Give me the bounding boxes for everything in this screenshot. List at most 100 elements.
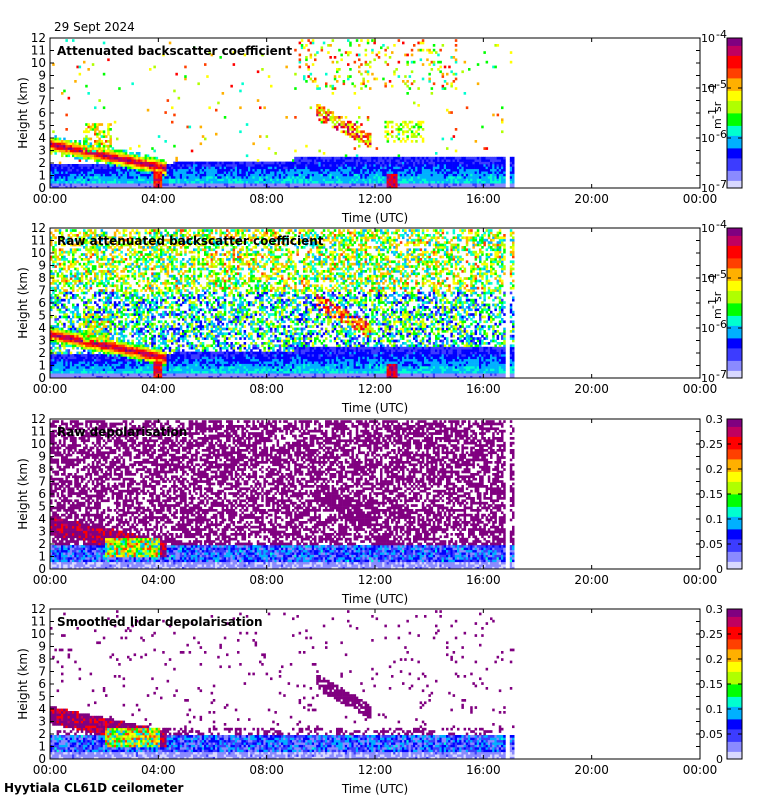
colorbar-tick-label: 0.05 [699, 728, 724, 741]
x-tick-label: 20:00 [574, 382, 609, 396]
y-tick-label: 3 [38, 334, 46, 348]
y-tick-label: 7 [38, 94, 46, 108]
x-tick-label: 20:00 [574, 763, 609, 777]
colorbar-tick-label: 0.15 [699, 488, 724, 501]
colorbar-3: 0.30.250.20.150.10.050 [699, 413, 743, 576]
x-tick-label: 16:00 [466, 763, 501, 777]
y-tick-label: 5 [38, 119, 46, 133]
colorbar-tick-label: 0.1 [706, 513, 724, 526]
x-tick-label: 16:00 [466, 382, 501, 396]
colorbar-tick-exponent: -7 [716, 368, 727, 381]
y-axis-label: Height (km) [16, 458, 30, 529]
x-tick-label: 12:00 [358, 763, 393, 777]
x-tick-label: 00:00 [33, 382, 68, 396]
y-tick-label: 1 [38, 169, 46, 183]
unit-exp: -1 [706, 83, 719, 94]
x-tick-label: 08:00 [249, 763, 284, 777]
colorbar-tick-label: 0.2 [706, 463, 724, 476]
y-tick-label: 11 [31, 425, 46, 439]
colorbar-tick-exponent: -7 [716, 178, 727, 191]
colorbar-tick-label: 0.3 [706, 603, 724, 616]
y-tick-label: 8 [38, 271, 46, 285]
colorbar-2: 10-410-510-610 -7m-1 sr-1 [701, 218, 742, 385]
y-tick-label: 4 [38, 131, 46, 145]
y-tick-label: 10 [31, 246, 46, 260]
x-tick-label: 16:00 [466, 192, 501, 206]
x-tick-label: 04:00 [141, 192, 176, 206]
y-tick-label: 1 [38, 740, 46, 754]
colorbar-tick-label: 0 [716, 753, 723, 766]
x-tick-label: 20:00 [574, 573, 609, 587]
colorbar-tick-exponent: -4 [716, 28, 727, 41]
y-tick-label: 12 [31, 31, 46, 45]
colorbar-tick-label: 0.15 [699, 678, 724, 691]
x-axis-label: Time (UTC) [341, 211, 408, 225]
x-tick-label: 12:00 [358, 192, 393, 206]
x-axis-label: Time (UTC) [341, 401, 408, 415]
colorbar-tick-label: 0.05 [699, 538, 724, 551]
colorbar-tick-label: 10 [701, 132, 715, 145]
y-tick-label: 2 [38, 156, 46, 170]
y-tick-label: 4 [38, 321, 46, 335]
y-tick-label: 1 [38, 359, 46, 373]
y-tick-label: 3 [38, 144, 46, 158]
x-tick-label: 04:00 [141, 382, 176, 396]
colorbar-tick-label: 0.2 [706, 653, 724, 666]
y-tick-label: 8 [38, 652, 46, 666]
x-tick-label: 16:00 [466, 573, 501, 587]
y-tick-label: 5 [38, 500, 46, 514]
y-tick-label: 2 [38, 346, 46, 360]
y-tick-label: 7 [38, 475, 46, 489]
y-axis-label: Height (km) [16, 648, 30, 719]
y-axis-label: Height (km) [16, 77, 30, 148]
colorbar-tick-label: 0.25 [699, 628, 724, 641]
y-tick-label: 10 [31, 437, 46, 451]
panel-title: Smoothed lidar depolarisation [57, 615, 263, 629]
y-tick-label: 7 [38, 284, 46, 298]
colorbar-tick-label: 10 [701, 182, 715, 195]
colorbar-tick-label: 10 [701, 322, 715, 335]
colorbar-tick-label: 0.1 [706, 703, 724, 716]
y-tick-label: 11 [31, 44, 46, 58]
y-tick-label: 6 [38, 296, 46, 310]
x-tick-label: 08:00 [249, 573, 284, 587]
y-tick-label: 12 [31, 412, 46, 426]
unit-sr: sr [711, 291, 724, 302]
colorbar-4: 0.3 0.25 0.2 0.15 0.1 0.05 0 [699, 603, 743, 766]
y-tick-label: 2 [38, 727, 46, 741]
y-tick-label: 6 [38, 677, 46, 691]
colorbar-tick-label: 10 [701, 222, 715, 235]
y-tick-label: 9 [38, 450, 46, 464]
colorbar-tick-label: 10 [701, 32, 715, 45]
site-label: Hyytiala CL61D ceilometer [4, 781, 183, 795]
unit-sr: sr [711, 101, 724, 112]
y-tick-label: 6 [38, 106, 46, 120]
y-tick-label: 12 [31, 221, 46, 235]
x-tick-label: 00:00 [33, 192, 68, 206]
x-tick-label: 08:00 [249, 192, 284, 206]
x-tick-label: 00:00 [683, 573, 718, 587]
y-tick-label: 9 [38, 69, 46, 83]
y-tick-label: 11 [31, 234, 46, 248]
y-axis-label: Height (km) [16, 267, 30, 338]
x-axis-label: Time (UTC) [341, 592, 408, 606]
y-tick-label: 7 [38, 665, 46, 679]
panel-title: Raw depolarisation [57, 425, 187, 439]
x-tick-label: 00:00 [33, 573, 68, 587]
heatmap-2 [50, 229, 515, 378]
x-tick-label: 08:00 [249, 382, 284, 396]
x-tick-label: 00:00 [33, 763, 68, 777]
x-tick-label: 12:00 [358, 573, 393, 587]
y-tick-label: 2 [38, 537, 46, 551]
x-axis-label: Time (UTC) [341, 782, 408, 796]
y-tick-label: 1 [38, 550, 46, 564]
colorbar-tick-exponent: -4 [716, 218, 727, 231]
y-tick-label: 12 [31, 602, 46, 616]
panel-title: Raw attenuated backscatter coefficient [57, 234, 324, 248]
y-tick-label: 9 [38, 640, 46, 654]
y-tick-label: 3 [38, 715, 46, 729]
y-tick-label: 10 [31, 56, 46, 70]
